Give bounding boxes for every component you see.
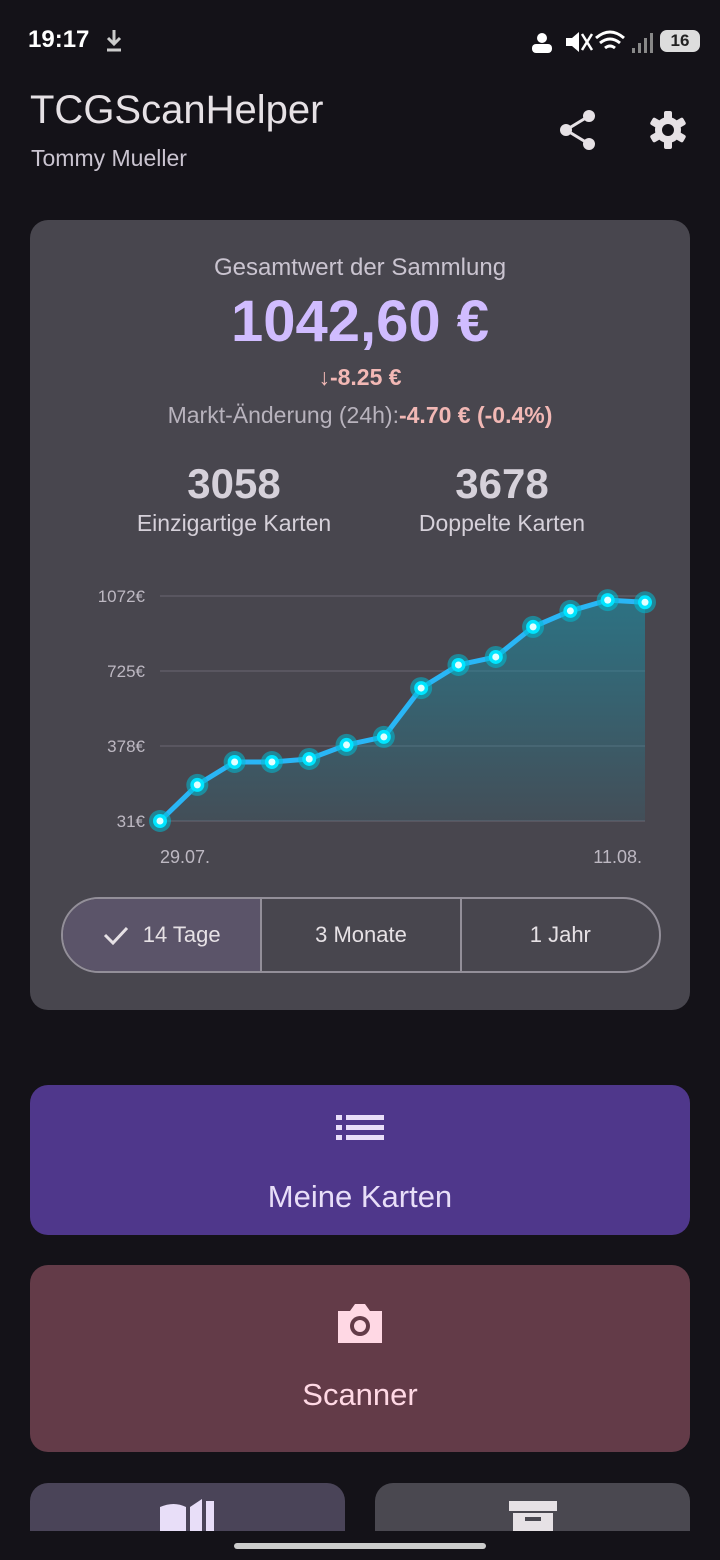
tile[interactable] — [30, 1483, 345, 1531]
data-point — [484, 645, 507, 668]
point-center — [156, 817, 164, 825]
point-center — [529, 623, 537, 631]
value-chart: 31€ 378€ 725€ 1072€ 29.07. 11.08. — [98, 587, 656, 867]
value-change: ↓-8.25 € — [30, 364, 690, 391]
range-label: 14 Tage — [142, 922, 221, 947]
point-center — [604, 596, 612, 604]
my-cards-button[interactable]: Meine Karten — [30, 1085, 690, 1235]
y-tick-label: 31€ — [117, 812, 146, 831]
home-indicator — [234, 1543, 486, 1549]
data-point — [186, 773, 209, 796]
data-point — [298, 747, 321, 770]
stat-label: Einzigartige Karten — [136, 510, 332, 536]
y-tick-label: 1072€ — [98, 587, 146, 606]
settings-button[interactable] — [648, 110, 688, 150]
market-value: -4.70 € (-0.4%) — [398, 402, 553, 428]
check-icon — [103, 926, 128, 945]
data-point — [634, 591, 656, 614]
y-tick-label: 378€ — [107, 737, 145, 756]
user-name: Tommy Mueller — [31, 145, 187, 171]
data-point — [447, 653, 470, 676]
list-icon — [336, 1115, 384, 1140]
range-label: 1 Jahr — [529, 922, 591, 947]
camera-icon — [338, 1304, 382, 1343]
point-center — [454, 661, 462, 669]
button-label: Scanner — [302, 1377, 418, 1412]
share-button[interactable] — [556, 108, 600, 152]
range-option[interactable]: 14 Tage — [63, 899, 261, 971]
data-point — [559, 599, 582, 622]
data-point — [372, 725, 395, 748]
stat-value: 3678 — [455, 460, 549, 507]
point-center — [268, 758, 276, 766]
data-point — [260, 750, 283, 773]
stat-unique: 3058 Einzigartige Karten — [114, 460, 354, 537]
scanner-button[interactable]: Scanner — [30, 1265, 690, 1452]
point-center — [492, 653, 500, 661]
data-point — [410, 677, 433, 700]
archive-icon — [509, 1501, 557, 1531]
market-label: Markt-Änderung (24h): — [167, 402, 399, 428]
total-value: 1042,60 € — [230, 289, 490, 354]
point-center — [343, 741, 351, 749]
x-tick-label: 11.08. — [593, 847, 642, 867]
market-change: Markt-Änderung (24h):-4.70 € (-0.4%) — [30, 402, 690, 429]
range-option[interactable]: 3 Monate — [260, 899, 459, 971]
stat-label: Doppelte Karten — [418, 510, 586, 536]
data-point — [596, 589, 619, 612]
book-icon — [160, 1499, 214, 1531]
data-point — [335, 733, 358, 756]
range-option[interactable]: 1 Jahr — [459, 899, 659, 971]
point-center — [193, 781, 201, 789]
status-time: 19:17 — [28, 26, 90, 53]
app-title: TCGScanHelper — [30, 88, 324, 132]
button-label: Meine Karten — [267, 1179, 453, 1214]
battery: 16 — [660, 30, 700, 52]
data-point — [223, 750, 246, 773]
point-center — [305, 755, 313, 763]
point-center — [566, 607, 574, 615]
y-tick-label: 725€ — [107, 662, 145, 681]
point-center — [641, 598, 649, 606]
status-icons — [532, 30, 653, 53]
range-selector: 14 Tage 3 Monate 1 Jahr — [61, 897, 661, 973]
summary-card: Gesamtwert der Sammlung 1042,60 € ↓-8.25… — [30, 220, 690, 1010]
x-tick-label: 29.07. — [160, 847, 210, 867]
point-center — [231, 758, 239, 766]
change-text: -8.25 € — [329, 364, 402, 390]
stat-value: 3058 — [187, 460, 281, 507]
data-point — [149, 810, 171, 832]
point-center — [380, 733, 388, 741]
range-label: 3 Monate — [315, 922, 407, 947]
download-icon — [106, 30, 122, 52]
down-arrow: ↓ — [318, 364, 330, 390]
point-center — [417, 684, 425, 692]
stat-duplicates: 3678 Doppelte Karten — [382, 460, 622, 537]
tile[interactable] — [375, 1483, 690, 1531]
data-point — [522, 615, 545, 638]
summary-label: Gesamtwert der Sammlung — [213, 254, 507, 281]
